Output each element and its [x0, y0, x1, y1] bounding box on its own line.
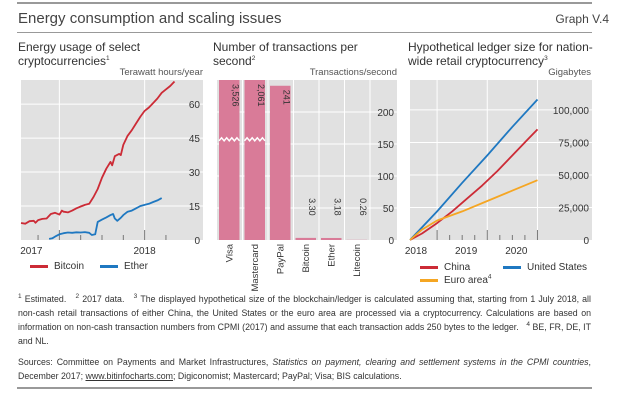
legend-swatch	[100, 265, 118, 268]
x-tick-label: 2018	[134, 246, 157, 257]
y-tick-label: 150	[377, 140, 394, 151]
panel-2-title: Number of transactions per second2	[213, 40, 403, 68]
footnote-mark: 4	[487, 273, 492, 281]
sources-publication: Statistics on payment, clearing and sett…	[272, 357, 589, 367]
y-tick-label: 25,000	[558, 203, 589, 214]
footnote-mark: 3	[544, 55, 548, 62]
y-tick-label: 30	[189, 168, 201, 179]
sources-link[interactable]: www.bitinfocharts.com	[85, 371, 173, 381]
y-tick-label: 45	[189, 134, 201, 145]
series-line-ether	[48, 197, 163, 240]
legend-item-euro-area: Euro area4	[420, 273, 492, 286]
charts-canvas: 0 15 30 45 60 2017 2018 0 50 100 150 200 3,526 Visa 2,…	[20, 80, 592, 292]
legend-swatch	[420, 266, 438, 269]
x-category-label: Visa	[224, 243, 235, 262]
legend-label: United States	[527, 262, 588, 273]
x-tick-label: 2020	[505, 246, 528, 257]
y-tick-label: 100,000	[553, 106, 590, 117]
panel-1-unit: Terawatt hours/year	[119, 67, 203, 78]
legend-swatch	[30, 265, 48, 268]
y-tick-label: 100	[377, 172, 394, 183]
legend-label: Ether	[124, 261, 148, 272]
footnote-1: Estimated.	[24, 294, 67, 304]
data-label: 3.30	[307, 198, 317, 216]
legend-item-china: China	[420, 262, 470, 273]
legend-item-bitcoin: Bitcoin	[30, 261, 84, 272]
footnote-mark: 3	[133, 293, 138, 301]
footnote-2: 2017 data.	[82, 294, 125, 304]
y-tick-label: 50,000	[558, 171, 589, 182]
x-category-label: Ether	[326, 244, 337, 267]
panel-3-title: Hypothetical ledger size for nation- wid…	[408, 40, 608, 68]
x-category-label: Bitcoin	[301, 244, 312, 273]
axis-break-mark	[243, 136, 266, 142]
data-label: 2,061	[256, 84, 266, 107]
legend-swatch	[420, 279, 438, 282]
footnotes: 1 Estimated. 2 2017 data. 3 The displaye…	[18, 292, 591, 348]
footnote-mark: 1	[18, 293, 22, 301]
footnote-mark: 4	[526, 321, 530, 329]
series-line-china	[409, 128, 539, 241]
x-category-label: PayPal	[275, 244, 286, 274]
panel-1-title-text: Energy usage of select cryptocurrencies	[18, 40, 141, 68]
y-tick-label: 0	[583, 236, 589, 247]
legend-label: Euro area	[444, 275, 488, 286]
legend-label: China	[444, 262, 471, 273]
footnote-4: BE, FR, DE, IT and NL.	[18, 322, 591, 346]
title-rule	[17, 32, 592, 33]
footnote-mark: 2	[75, 293, 80, 301]
footnote-mark: 1	[106, 55, 110, 62]
bar-paypal	[270, 85, 291, 240]
x-tick-label: 2019	[455, 246, 478, 257]
y-tick-label: 75,000	[558, 138, 589, 149]
y-tick-label: 60	[189, 100, 201, 111]
x-category-label: Litecoin	[352, 244, 363, 277]
sources-middle: , December 2017;	[18, 357, 591, 381]
panel-2-title-text: Number of transactions per second	[213, 40, 358, 68]
panel-2-unit: Transactions/second	[309, 67, 397, 78]
bar-visa	[219, 80, 240, 240]
series-line-united-states	[409, 98, 539, 241]
bar-ether	[321, 237, 342, 240]
y-tick-label: 50	[383, 204, 395, 215]
footnote-mark: 2	[251, 55, 256, 62]
y-tick-label: 0	[388, 236, 394, 247]
panel-3-unit: Gigabytes	[548, 67, 591, 78]
axis-break-mark	[218, 136, 241, 142]
legend-label: Bitcoin	[54, 261, 85, 272]
bottom-rule	[17, 387, 592, 389]
y-tick-label: 0	[194, 236, 200, 247]
panel-3-title-line1: Hypothetical ledger size for nation-	[408, 40, 593, 54]
x-category-label: Mastercard	[250, 244, 261, 292]
data-label: 3,526	[230, 84, 240, 107]
footnote-3: The displayed hypothetical size of the b…	[18, 294, 591, 332]
data-label: 3.18	[332, 198, 342, 216]
y-tick-label: 200	[377, 108, 394, 119]
panel-1-title: Energy usage of select cryptocurrencies1	[18, 40, 198, 68]
bar-mastercard	[244, 80, 265, 240]
y-tick-label: 15	[189, 202, 201, 213]
plot-area	[410, 80, 592, 240]
sources-prefix: Sources: Committee on Payments and Marke…	[18, 357, 273, 367]
page-title: Energy consumption and scaling issues	[18, 10, 282, 27]
data-label: 241	[281, 90, 291, 105]
bar-bitcoin	[295, 237, 316, 240]
graph-id: Graph V.4	[555, 12, 609, 26]
legend-item-ether: Ether	[100, 261, 148, 272]
sources-suffix: ; Digiconomist; Mastercard; PayPal; Visa…	[173, 371, 402, 381]
x-tick-label: 2018	[405, 246, 428, 257]
x-tick-label: 2017	[20, 246, 43, 257]
series-line-bitcoin	[20, 80, 176, 225]
series-line-euro-area	[409, 179, 538, 241]
panel-3-title-line2: wide retail cryptocurrency	[408, 54, 545, 68]
sources: Sources: Committee on Payments and Marke…	[18, 355, 591, 383]
data-label: 0.26	[358, 198, 368, 216]
legend-swatch	[503, 266, 521, 269]
legend-item-united-states: United States	[503, 262, 587, 273]
top-rule	[17, 2, 592, 4]
